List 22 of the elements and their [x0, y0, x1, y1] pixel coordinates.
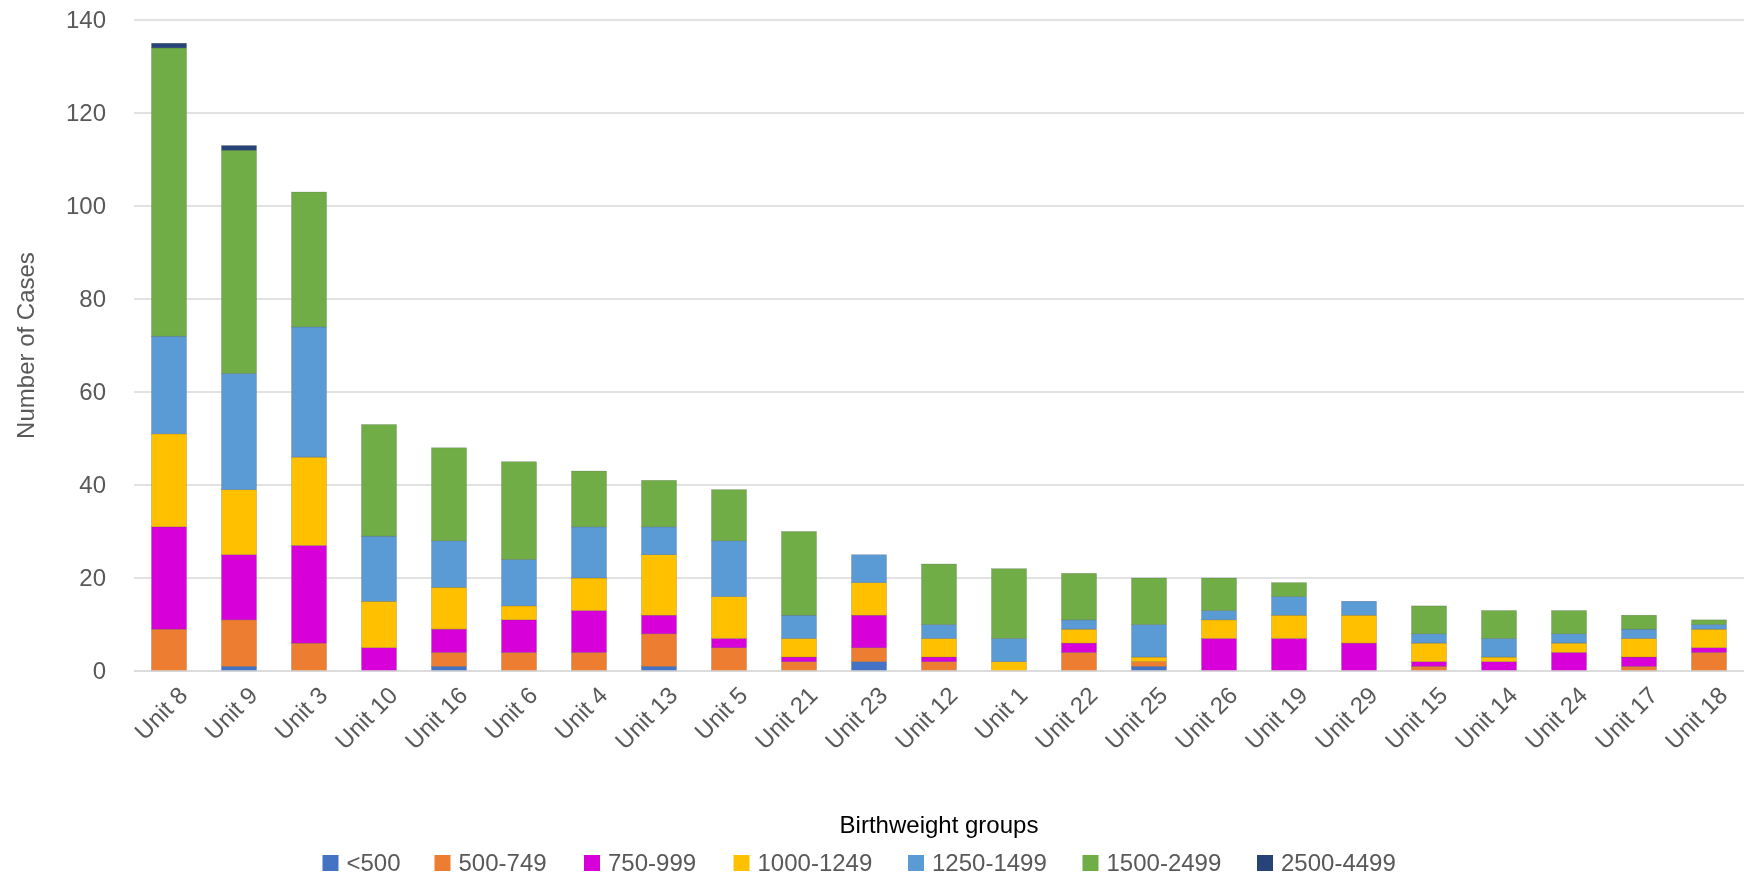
x-tick-label: Unit 8	[128, 681, 193, 745]
legend-label: 1250-1499	[932, 849, 1047, 876]
legend-label: 750-999	[608, 849, 697, 876]
y-tick-label: 0	[92, 657, 106, 685]
legend-label: <500	[346, 849, 401, 876]
y-tick-label: 60	[79, 378, 106, 406]
y-tick-label: 100	[65, 192, 106, 220]
bar	[1691, 652, 1727, 672]
y-tick-label: 140	[65, 6, 106, 34]
y-axis-title: Number of Cases	[12, 252, 39, 439]
legend-label: 500-749	[458, 849, 547, 876]
x-tick-label: Unit 6	[478, 681, 543, 745]
legend-label: 2500-4499	[1281, 849, 1396, 876]
x-tick-label: Unit 9	[198, 681, 263, 745]
y-tick-label: 20	[79, 564, 106, 592]
y-tick-label: 120	[65, 99, 106, 127]
bar	[1131, 661, 1167, 667]
legend-label: 1500-2499	[1106, 849, 1222, 876]
y-tick-label: 80	[79, 285, 106, 313]
y-tick-label: 40	[79, 471, 106, 499]
legend-label: 1000-1249	[757, 849, 873, 876]
x-axis-title: Birthweight groups	[839, 811, 1039, 838]
